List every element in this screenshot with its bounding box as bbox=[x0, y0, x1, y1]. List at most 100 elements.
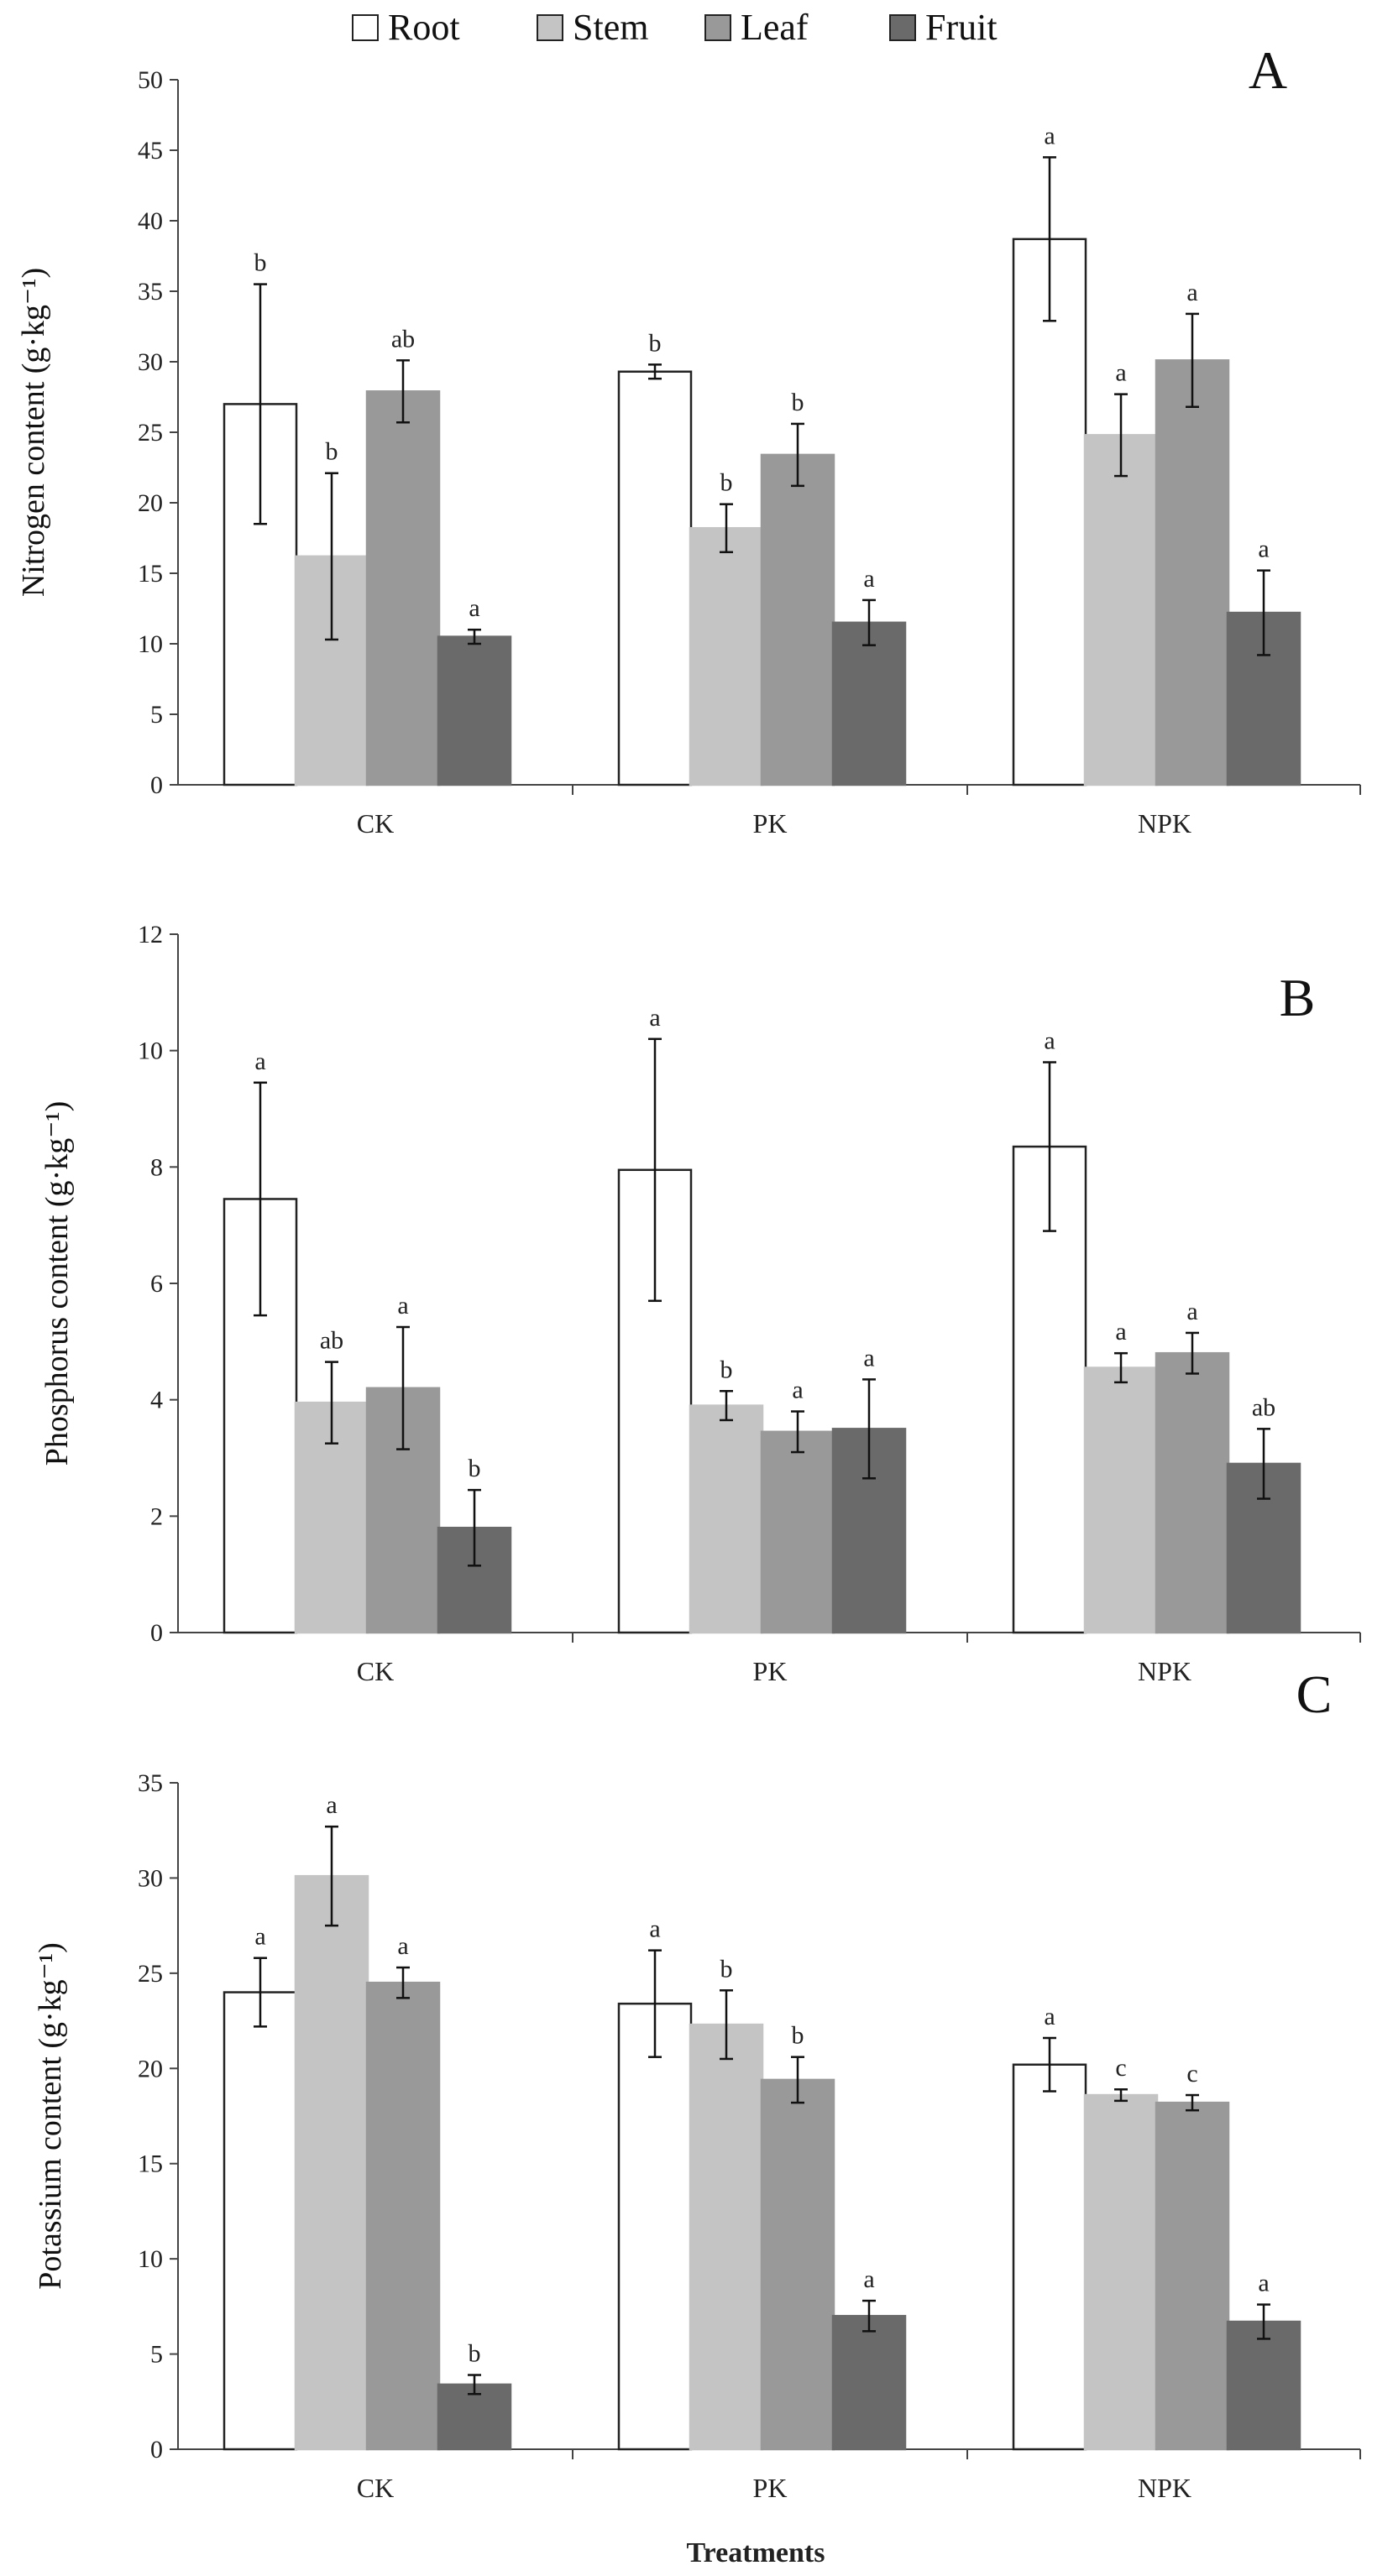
significance-letter: a bbox=[1044, 122, 1055, 149]
significance-letter: a bbox=[1258, 536, 1269, 563]
y-tick-label: 35 bbox=[138, 278, 163, 306]
y-tick-label: 25 bbox=[138, 419, 163, 447]
bar-pk-stem bbox=[689, 1404, 764, 1634]
y-tick-label: 8 bbox=[150, 1153, 163, 1181]
bar-ck-fruit bbox=[437, 635, 512, 786]
y-tick-label: 0 bbox=[150, 771, 163, 799]
legend-label-stem: Stem bbox=[573, 7, 648, 48]
y-axis-label: Phosphorus content (g·kg⁻¹) bbox=[39, 1101, 75, 1466]
significance-letter: a bbox=[863, 565, 874, 593]
panel-letter: B bbox=[1280, 968, 1316, 1027]
bar-pk-root bbox=[617, 2002, 693, 2451]
y-tick-label: 12 bbox=[138, 921, 163, 948]
significance-letter: c bbox=[1186, 2060, 1197, 2087]
category-label-pk: PK bbox=[753, 2473, 788, 2503]
y-tick-label: 30 bbox=[138, 1864, 163, 1892]
significance-letter: b bbox=[254, 249, 267, 277]
bar-ck-leaf bbox=[365, 1981, 441, 2451]
y-tick-label: 4 bbox=[150, 1387, 163, 1414]
legend-swatch-stem bbox=[537, 14, 563, 41]
bar-pk-root bbox=[617, 370, 693, 786]
y-tick-label: 6 bbox=[150, 1270, 163, 1298]
panel-letter: A bbox=[1249, 40, 1287, 100]
significance-letter: b bbox=[720, 469, 733, 497]
y-axis-label: Potassium content (g·kg⁻¹) bbox=[33, 1942, 68, 2290]
significance-letter: b bbox=[792, 2022, 804, 2050]
y-tick-label: 20 bbox=[138, 2055, 163, 2082]
legend-swatch-leaf bbox=[704, 14, 731, 41]
y-tick-label: 0 bbox=[150, 2436, 163, 2464]
significance-letter: b bbox=[792, 389, 804, 416]
y-tick-label: 0 bbox=[150, 1619, 163, 1647]
y-tick-label: 30 bbox=[138, 348, 163, 376]
significance-letter: a bbox=[1044, 2003, 1055, 2030]
bar-pk-leaf bbox=[760, 1430, 835, 1634]
x-axis-title: Treatments bbox=[687, 2537, 825, 2568]
category-label-ck: CK bbox=[357, 808, 394, 839]
panel-b: 0 2 4 6 8 10 12 CK PK NPK Phosphorus content (g·kg… bbox=[39, 921, 1361, 1686]
significance-letter: b bbox=[649, 329, 662, 357]
bar-ck-root bbox=[223, 403, 298, 786]
bar-npk-root bbox=[1012, 238, 1087, 786]
significance-letter: ab bbox=[391, 325, 415, 353]
significance-letter: a bbox=[397, 1292, 408, 1319]
significance-letter: a bbox=[469, 594, 479, 622]
significance-letter: a bbox=[397, 1932, 408, 1960]
significance-letter: a bbox=[326, 1791, 337, 1819]
bar-npk-leaf bbox=[1155, 2101, 1230, 2451]
y-axis-label: Nitrogen content (g·kg⁻¹) bbox=[16, 268, 51, 597]
y-tick-label: 10 bbox=[138, 630, 163, 658]
bar-pk-fruit bbox=[831, 2314, 907, 2451]
bar-npk-leaf bbox=[1155, 1351, 1230, 1634]
panel-letter: C bbox=[1296, 1664, 1333, 1724]
significance-letter: a bbox=[254, 1923, 265, 1951]
bar-npk-fruit bbox=[1226, 2320, 1301, 2451]
bar-ck-stem bbox=[294, 1874, 369, 2451]
legend-swatch-fruit bbox=[889, 14, 916, 41]
legend-label-leaf: Leaf bbox=[741, 7, 809, 48]
legend-swatch-root bbox=[352, 14, 379, 41]
significance-letter: a bbox=[649, 1004, 660, 1032]
significance-letter: a bbox=[1044, 1027, 1055, 1055]
significance-letter: a bbox=[1186, 279, 1197, 306]
significance-letter: c bbox=[1115, 2054, 1126, 2082]
y-tick-label: 25 bbox=[138, 1960, 163, 1988]
category-label-pk: PK bbox=[753, 1656, 788, 1686]
y-tick-label: 10 bbox=[138, 2245, 163, 2273]
category-label-ck: CK bbox=[357, 1656, 394, 1686]
category-label-npk: NPK bbox=[1138, 2473, 1191, 2503]
significance-letter: a bbox=[1258, 2270, 1269, 2297]
y-tick-label: 50 bbox=[138, 66, 163, 94]
y-tick-label: 5 bbox=[150, 701, 163, 729]
bar-npk-root bbox=[1012, 2063, 1087, 2451]
panel-c: 0 5 10 15 20 25 30 35 CK PK NPK Potassium content (… bbox=[33, 1664, 1361, 2503]
bar-pk-stem bbox=[689, 526, 764, 786]
legend-label-fruit: Fruit bbox=[925, 7, 998, 48]
significance-letter: a bbox=[649, 1915, 660, 1943]
significance-letter: b bbox=[326, 438, 338, 466]
y-tick-label: 2 bbox=[150, 1502, 163, 1530]
y-tick-label: 10 bbox=[138, 1037, 163, 1065]
bar-pk-stem bbox=[689, 2023, 764, 2451]
significance-letter: b bbox=[720, 1955, 733, 1983]
bar-ck-root bbox=[223, 1991, 298, 2451]
category-label-npk: NPK bbox=[1138, 1656, 1191, 1686]
y-tick-label: 15 bbox=[138, 2150, 163, 2178]
significance-letter: a bbox=[863, 1344, 874, 1372]
category-label-pk: PK bbox=[753, 808, 788, 839]
bar-npk-stem bbox=[1083, 434, 1159, 786]
significance-letter: ab bbox=[1252, 1393, 1275, 1421]
bar-npk-stem bbox=[1083, 1366, 1159, 1634]
significance-letter: a bbox=[792, 1377, 803, 1404]
y-tick-label: 20 bbox=[138, 489, 163, 517]
significance-letter: a bbox=[1186, 1298, 1197, 1325]
category-label-npk: NPK bbox=[1138, 808, 1191, 839]
y-tick-label: 15 bbox=[138, 560, 163, 588]
significance-letter: a bbox=[254, 1048, 265, 1075]
category-label-ck: CK bbox=[357, 2473, 394, 2503]
bar-pk-leaf bbox=[760, 2078, 835, 2451]
significance-letter: b bbox=[720, 1356, 733, 1383]
significance-letter: a bbox=[863, 2265, 874, 2293]
significance-letter: ab bbox=[320, 1327, 343, 1355]
